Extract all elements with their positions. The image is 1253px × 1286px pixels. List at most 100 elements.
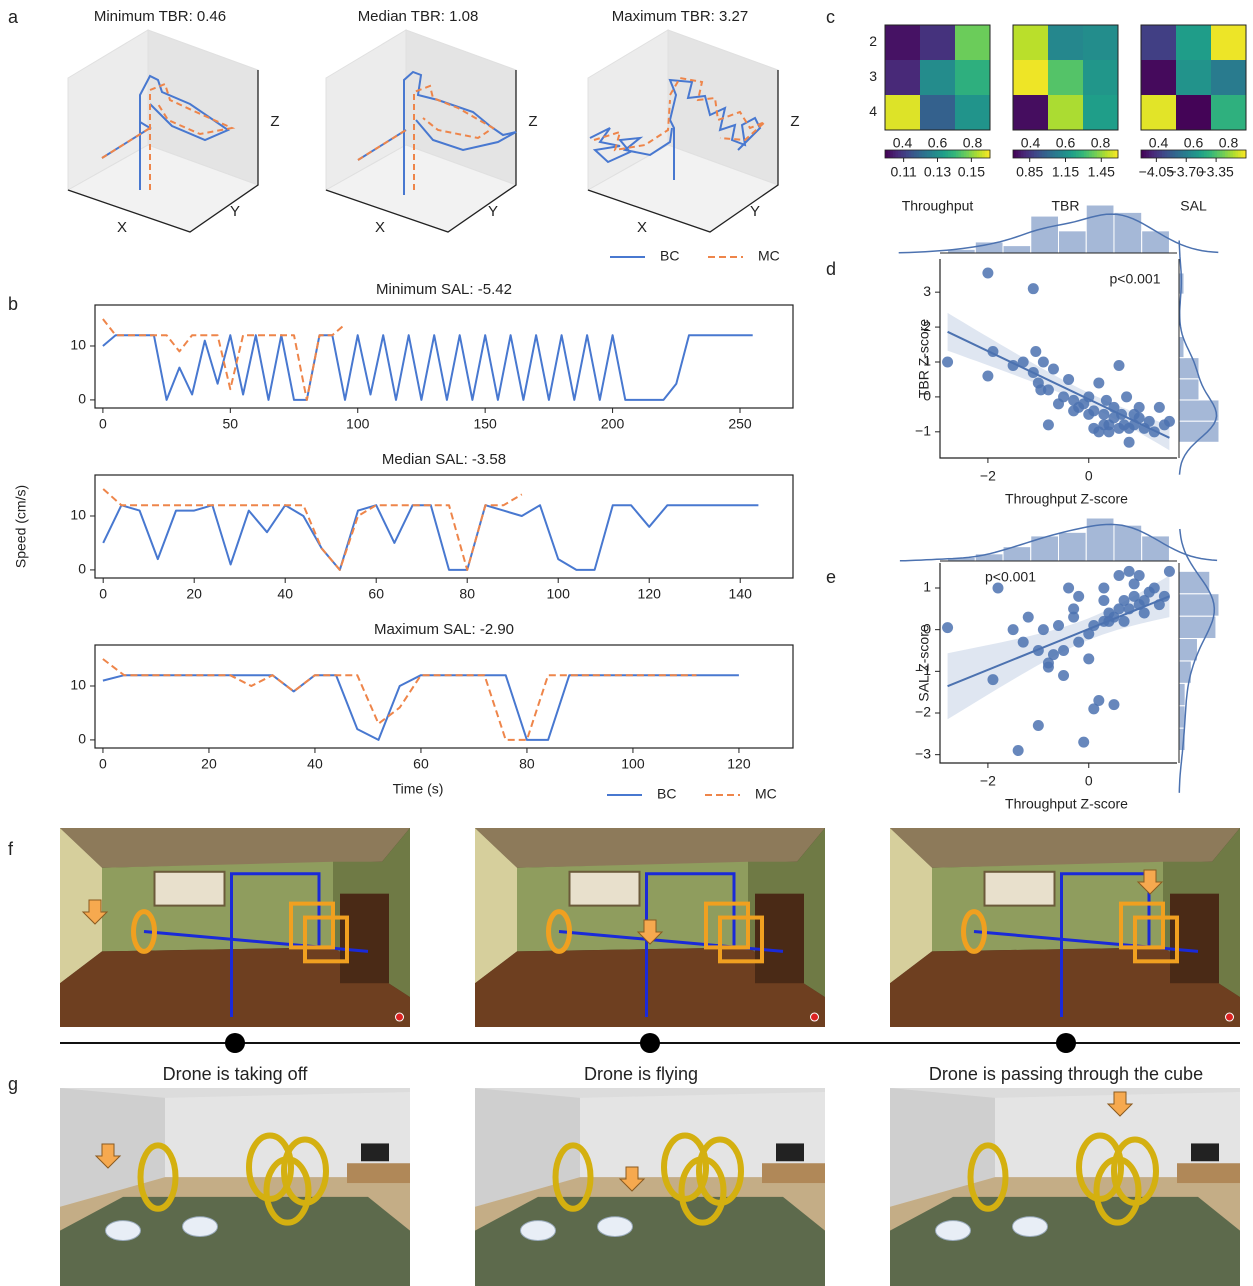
colorbar-step (1028, 150, 1032, 158)
panel-letter: e (826, 567, 836, 587)
colorbar-step (1172, 150, 1176, 158)
point (992, 582, 1004, 594)
colorbar-step (1062, 150, 1066, 158)
colorbar-step (1143, 150, 1147, 158)
axis-label: Time (s) (393, 781, 444, 797)
colorbar-step (924, 150, 928, 158)
point (1093, 695, 1105, 706)
colorbar-step (1078, 150, 1082, 158)
x-tick-label: 120 (638, 586, 662, 602)
x-tick-label: −2 (980, 773, 996, 789)
colorbar-step (1159, 150, 1163, 158)
chart-title: Maximum SAL: -2.90 (374, 621, 514, 638)
ring (546, 909, 572, 954)
colorbar-step (900, 150, 904, 158)
record-icon (1225, 1012, 1234, 1022)
y-tick-label: 10 (70, 677, 86, 693)
colorbar-step (961, 150, 965, 158)
heat-cell (955, 25, 990, 60)
colorbar-step (1018, 150, 1022, 158)
colorbar-step (984, 150, 988, 158)
record-icon (395, 1012, 404, 1022)
colorbar-step (1185, 150, 1189, 158)
colorbar-step (1115, 150, 1119, 158)
colorbar-step (1209, 150, 1213, 158)
point (1118, 615, 1130, 627)
colorbar-step (1104, 150, 1108, 158)
pad (182, 1216, 218, 1237)
speed-line (102, 488, 523, 571)
colorbar-step (1190, 150, 1194, 158)
ring (263, 1156, 312, 1226)
point (1042, 661, 1054, 673)
column-label: 0.8 (1219, 135, 1239, 151)
point (1148, 582, 1160, 594)
arrow-marker (618, 1166, 646, 1192)
heat-frame (884, 24, 991, 131)
colorbar-step (987, 150, 991, 158)
painting (983, 870, 1056, 907)
point (1027, 283, 1039, 295)
y-tick-label: 1 (923, 353, 931, 369)
plot-frame (94, 644, 794, 749)
x-tick-label: 60 (368, 586, 384, 602)
y-tick-label: 2 (923, 318, 931, 334)
x-tick-label: −2 (980, 468, 996, 484)
cube-edge (1133, 915, 1179, 964)
caption: Drone is taking off (163, 1064, 309, 1084)
colorbar-step (885, 150, 889, 158)
mat (890, 1196, 1240, 1286)
trajectory (593, 76, 766, 152)
colorbar-step (911, 150, 915, 158)
point (1068, 611, 1080, 623)
colorbar-tick-label: −3.70 (1169, 164, 1205, 180)
point (1143, 415, 1155, 427)
floor (890, 947, 1240, 1027)
point (982, 370, 994, 382)
colorbar-step (1076, 150, 1080, 158)
colorbar-step (1094, 150, 1098, 158)
desk (1177, 1163, 1240, 1184)
heat-cell (1048, 95, 1083, 130)
column-label: 0.4 (1021, 135, 1041, 151)
colorbar-step (919, 150, 923, 158)
colorbar-step (1057, 150, 1061, 158)
y-tick-label: 0 (78, 561, 86, 577)
chart-title: Median SAL: -3.58 (382, 451, 506, 468)
point (1058, 670, 1070, 681)
colorbar-step (913, 150, 917, 158)
colorbar-step (979, 150, 983, 158)
panel-letter: g (8, 1074, 18, 1094)
y-tick-label: 10 (70, 507, 86, 523)
row-label: 2 (869, 33, 877, 49)
colorbar-step (1073, 150, 1077, 158)
x-tick-label: 80 (459, 586, 475, 602)
colorbar-step (953, 150, 957, 158)
x-tick-label: 0 (99, 756, 107, 772)
colorbar-step (1070, 150, 1074, 158)
point (1047, 649, 1059, 661)
ring (967, 1142, 1009, 1212)
regression-line (947, 330, 1170, 439)
colorbar-step (1036, 150, 1040, 158)
y-tick-label: 0 (923, 388, 931, 404)
colorbar-step (1020, 150, 1024, 158)
heat-frame (1012, 24, 1119, 131)
point (1068, 603, 1080, 615)
colorbar-tick-label: 1.15 (1052, 164, 1079, 180)
guide-line (230, 872, 321, 1018)
heat-cell (1013, 25, 1048, 60)
heat-cell (1211, 95, 1246, 130)
y-tick-label: 3 (923, 283, 931, 299)
colorbar-step (890, 150, 894, 158)
legend-label: BC (657, 786, 676, 802)
colorbar-step (1164, 150, 1168, 158)
caption: Drone is flying (584, 1064, 698, 1084)
wall (580, 1092, 825, 1178)
x-tick-label: 140 (729, 586, 753, 602)
colorbar-step (929, 150, 933, 158)
floor (60, 947, 410, 1027)
ring (961, 909, 987, 954)
cube-edge (1119, 901, 1165, 950)
